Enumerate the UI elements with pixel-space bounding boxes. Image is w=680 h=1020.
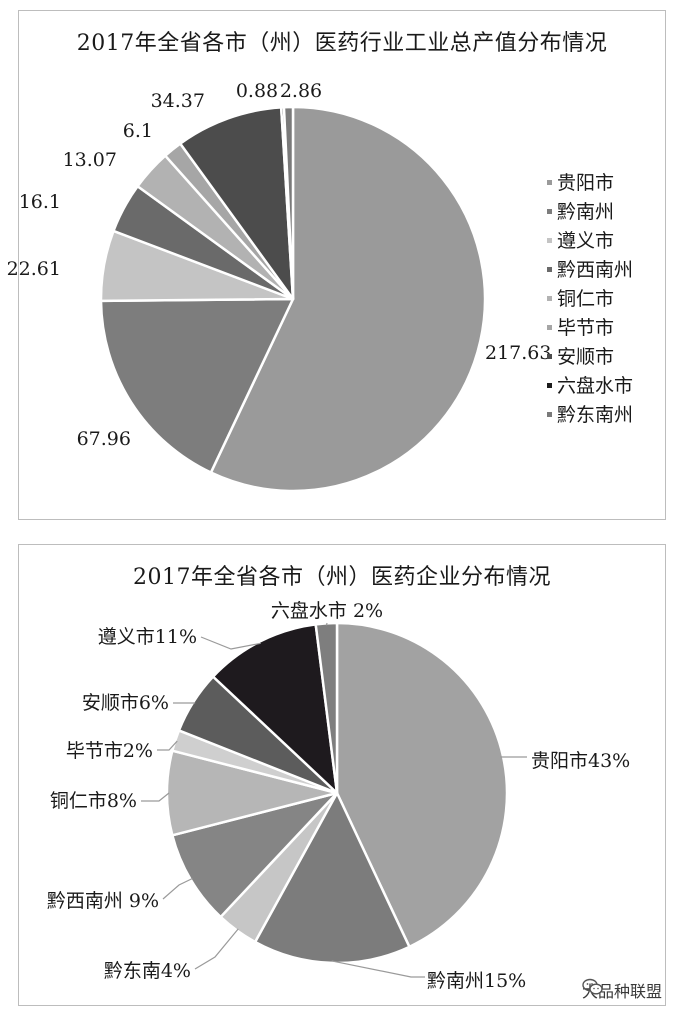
legend-label: 黔南州: [557, 201, 614, 223]
data-label: 0.88: [236, 80, 278, 102]
chart-title: 2017年全省各市（州）医药行业工业总产值分布情况: [76, 31, 608, 56]
legend-item: 铜仁市: [547, 288, 614, 310]
chart-panel-output-value: 2017年全省各市（州）医药行业工业总产值分布情况 217.63 67.96 22.…: [7, 10, 666, 520]
pie-slice: [179, 106, 295, 301]
watermark: 大品种联盟: [582, 978, 662, 1002]
data-label: 黔西南州 9%: [47, 890, 159, 912]
legend-item: 贵阳市: [547, 172, 614, 194]
data-label: 16.1: [19, 191, 61, 213]
legend-label: 黔西南州: [557, 259, 633, 281]
pie-slice: [209, 105, 487, 493]
chart-title: 2017年全省各市（州）医药企业分布情况: [133, 565, 551, 590]
legend-swatch: [547, 296, 552, 301]
legend-item: 六盘水市: [547, 375, 633, 397]
wechat-icon: [582, 978, 603, 995]
legend-swatch: [547, 354, 552, 359]
data-label: 217.63: [485, 342, 551, 364]
data-label: 黔东南4%: [104, 960, 191, 982]
legend-label: 六盘水市: [557, 375, 633, 397]
leader-line: [500, 756, 527, 758]
data-label: 67.96: [77, 428, 131, 450]
legend-label: 安顺市: [557, 346, 614, 368]
data-label: 贵阳市43%: [531, 750, 630, 772]
leader-line: [194, 928, 239, 970]
pie-slice: [282, 105, 295, 301]
data-label: 22.61: [7, 258, 61, 280]
data-label: 遵义市11%: [98, 626, 197, 648]
legend-swatch: [547, 267, 552, 272]
legend-item: 黔东南州: [547, 404, 633, 426]
legend-item: 黔西南州: [547, 259, 633, 281]
legend-swatch: [547, 325, 552, 330]
data-label: 黔南州15%: [427, 970, 526, 992]
data-label: 6.1: [123, 120, 153, 142]
leader-line: [141, 792, 170, 802]
legend-swatch: [547, 180, 552, 185]
legend-label: 毕节市: [557, 317, 614, 339]
data-label: 2.86: [280, 80, 322, 102]
legend-swatch: [547, 209, 552, 214]
leader-line: [325, 622, 328, 626]
legend-item: 黔南州: [547, 201, 614, 223]
data-label: 铜仁市8%: [50, 790, 137, 812]
pie-chart-output-value: 217.63 67.96 22.61 16.113.07 6.1 34.37 0.88 2.8…: [7, 80, 633, 493]
legend-item: 遵义市: [547, 230, 614, 252]
data-label: 六盘水市 2%: [271, 600, 383, 622]
legend-label: 贵阳市: [557, 172, 614, 194]
legend-label: 黔东南州: [557, 404, 633, 426]
leader-line: [162, 877, 193, 900]
pie-chart-enterprises: 贵阳市43% 黔南州15% 黔东南4% 黔西南州 9% 铜仁市8% 毕节市2% 安顺市6% 遵…: [47, 600, 630, 992]
pie-slice: [335, 621, 509, 949]
legend-swatch: [547, 238, 552, 243]
chart-panel-enterprises: 2017年全省各市（州）医药企业分布情况 贵阳市43% 黔南州15% 黔东南4% 黔西…: [18, 544, 666, 1006]
pie-slice: [211, 623, 339, 795]
legend-item: 毕节市: [547, 317, 614, 339]
data-label: 安顺市6%: [82, 692, 169, 714]
data-label: 13.07: [63, 149, 117, 171]
pie-slice: [99, 297, 295, 474]
leader-line: [157, 740, 178, 751]
legend-label: 铜仁市: [557, 288, 614, 310]
legend-swatch: [547, 383, 552, 388]
leader-line: [331, 960, 425, 978]
leader-line: [200, 636, 261, 650]
legend-swatch: [547, 412, 552, 417]
pie-slice: [253, 791, 411, 965]
legend-item: 安顺市: [547, 346, 614, 368]
legend-label: 遵义市: [557, 230, 614, 252]
data-label: 34.37: [151, 90, 205, 112]
data-label: 毕节市2%: [66, 740, 153, 762]
